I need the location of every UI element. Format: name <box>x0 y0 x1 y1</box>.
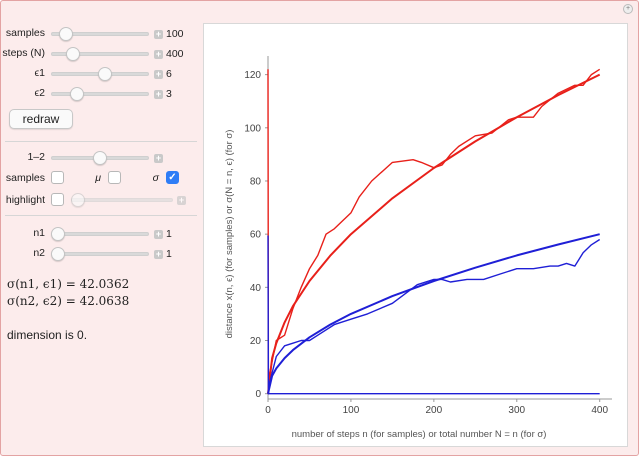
series-blue-sample <box>267 235 601 395</box>
steps-slider-track[interactable] <box>51 52 149 56</box>
highlight-slider-thumb[interactable] <box>71 193 85 207</box>
sigma-checkbox-label: σ <box>152 172 159 184</box>
control-panel: samples + 100 steps (N) + 400 ϵ1 + 6 ϵ2 … <box>1 15 197 455</box>
samples-checkbox-label: samples <box>5 172 45 184</box>
n2-slider-track[interactable] <box>51 252 149 256</box>
n2-expand-icon[interactable]: + <box>154 249 163 259</box>
eps1-slider-thumb[interactable] <box>98 67 112 81</box>
dimension-output: dimension is 0. <box>7 328 88 342</box>
sigma-checkbox[interactable]: ✓ <box>166 171 179 184</box>
mu-checkbox-label: μ <box>95 172 101 184</box>
y-tick-label: 40 <box>250 283 262 294</box>
series-red-sample <box>267 68 601 395</box>
n1-expand-icon[interactable]: + <box>154 229 163 239</box>
mode-slider-label: 1–2 <box>27 151 45 163</box>
x-tick-label: 300 <box>508 405 525 416</box>
n2-slider-thumb[interactable] <box>51 247 65 261</box>
x-tick-label: 200 <box>426 405 443 416</box>
mu-checkbox[interactable] <box>108 171 121 184</box>
highlight-slider-track[interactable] <box>71 198 173 202</box>
n1-value: 1 <box>166 228 172 240</box>
n2-value: 1 <box>166 248 172 260</box>
samples-slider-thumb[interactable] <box>59 27 73 41</box>
y-tick-label: 0 <box>255 389 261 400</box>
steps-slider-thumb[interactable] <box>66 47 80 61</box>
divider <box>5 141 197 142</box>
samples-label: samples <box>5 27 45 39</box>
highlight-label: highlight <box>5 194 45 206</box>
y-axis-label: distance x(n, ϵ) (for samples) or σ(N = … <box>224 130 235 339</box>
n1-slider-track[interactable] <box>51 232 149 236</box>
steps-value: 400 <box>166 48 184 60</box>
n1-label: n1 <box>33 227 45 239</box>
mode-expand-icon[interactable]: + <box>154 153 163 163</box>
highlight-checkbox[interactable] <box>51 193 64 206</box>
highlight-expand-icon[interactable]: + <box>177 195 186 205</box>
y-tick-label: 60 <box>250 230 262 241</box>
series-blue-fit <box>267 233 600 394</box>
mode-slider-thumb[interactable] <box>93 151 107 165</box>
chart-svg: distance x(n, ϵ) (for samples) or σ(N = … <box>224 56 612 440</box>
n2-label: n2 <box>33 247 45 259</box>
x-tick-label: 400 <box>591 405 608 416</box>
y-tick-label: 120 <box>244 70 261 81</box>
samples-expand-icon[interactable]: + <box>154 29 163 39</box>
x-tick-label: 100 <box>343 405 360 416</box>
redraw-button[interactable]: redraw <box>9 109 73 129</box>
eps2-slider-thumb[interactable] <box>70 87 84 101</box>
sigma2-output: σ(n2, ϵ2) = 42.0638 <box>7 294 130 308</box>
pin-icon[interactable]: + <box>623 4 633 14</box>
steps-expand-icon[interactable]: + <box>154 49 163 59</box>
y-tick-label: 80 <box>250 176 262 187</box>
y-tick-label: 100 <box>244 123 261 134</box>
divider <box>5 215 197 216</box>
eps2-slider-track[interactable] <box>51 92 149 96</box>
y-tick-label: 20 <box>250 336 262 347</box>
plot-panel: distance x(n, ϵ) (for samples) or σ(N = … <box>203 23 628 447</box>
samples-checkbox[interactable] <box>51 171 64 184</box>
x-axis-label: number of steps n (for samples) or total… <box>292 429 547 440</box>
eps1-expand-icon[interactable]: + <box>154 69 163 79</box>
series-red-fit <box>267 73 601 394</box>
n1-slider-thumb[interactable] <box>51 227 65 241</box>
samples-slider-track[interactable] <box>51 32 149 36</box>
x-tick-label: 0 <box>265 405 271 416</box>
eps2-expand-icon[interactable]: + <box>154 89 163 99</box>
eps2-label: ϵ2 <box>34 87 45 99</box>
eps1-value: 6 <box>166 68 172 80</box>
steps-label: steps (N) <box>2 47 45 59</box>
sigma1-output: σ(n1, ϵ1) = 42.0362 <box>7 277 130 291</box>
eps1-label: ϵ1 <box>34 67 45 79</box>
eps2-value: 3 <box>166 88 172 100</box>
samples-value: 100 <box>166 28 184 40</box>
